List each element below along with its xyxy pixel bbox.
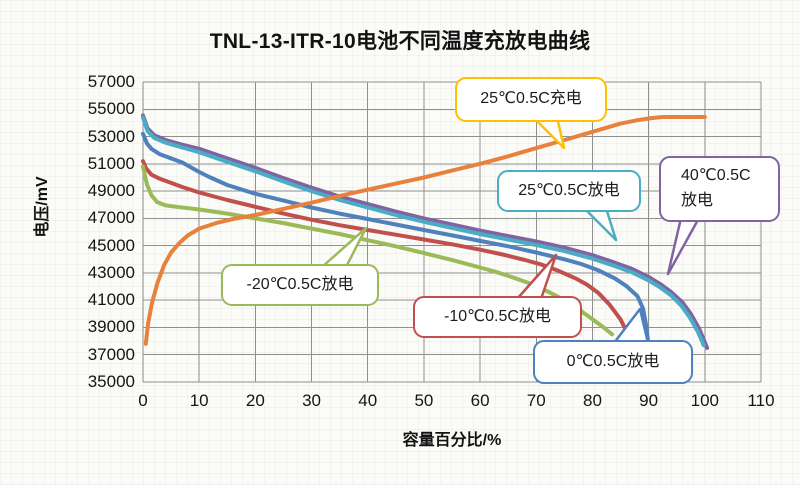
callout-charge-25c: 25℃0.5C充电 xyxy=(455,77,607,122)
x-tick-label: 80 xyxy=(582,391,602,410)
y-tick-label: 51000 xyxy=(87,153,135,173)
series-curve-discharge-neg10c xyxy=(141,159,633,346)
callout-discharge-25c: 25℃0.5C放电 xyxy=(497,170,641,212)
callout-discharge-40c: 40℃0.5C 放电 xyxy=(659,156,780,222)
x-tick-label: 40 xyxy=(358,391,378,410)
x-tick-label: 110 xyxy=(747,391,775,410)
callout-discharge-neg10c: -10℃0.5C放电 xyxy=(413,296,582,338)
series-curve-discharge-40c xyxy=(141,113,710,350)
x-tick-label: 30 xyxy=(302,391,321,410)
callout-discharge-0c: 0℃0.5C放电 xyxy=(533,340,693,384)
y-tick-label: 37000 xyxy=(87,344,135,364)
x-tick-label: 50 xyxy=(414,391,434,410)
callout-label: 25℃0.5C充电 xyxy=(480,90,582,108)
x-tick-label: 100 xyxy=(690,391,719,410)
callout-label: -10℃0.5C放电 xyxy=(444,307,551,325)
y-tick-label: 53000 xyxy=(87,126,135,146)
callout-label: -20℃0.5C放电 xyxy=(246,275,354,293)
y-tick-label: 49000 xyxy=(87,181,135,201)
x-tick-label: 70 xyxy=(526,391,546,410)
callout-label: 40℃0.5C 放电 xyxy=(681,167,751,209)
callout-discharge-neg20c: -20℃0.5C放电 xyxy=(221,264,379,306)
callout-label: 25℃0.5C放电 xyxy=(518,181,620,199)
series-curve-charge-25c xyxy=(143,115,707,346)
x-tick-label: 10 xyxy=(189,391,209,410)
x-tick-label: 0 xyxy=(138,391,148,410)
x-tick-label: 20 xyxy=(245,391,265,410)
series-curve-discharge-0c xyxy=(141,131,651,348)
y-tick-label: 47000 xyxy=(87,208,135,228)
y-tick-label: 41000 xyxy=(87,290,135,310)
x-tick-label: 60 xyxy=(470,391,490,410)
x-axis-title: 容量百分比/% xyxy=(402,432,502,449)
callout-tail-discharge-25c xyxy=(582,206,618,242)
callout-label: 0℃0.5C放电 xyxy=(566,352,660,370)
y-tick-label: 57000 xyxy=(87,72,135,91)
y-tick-label: 39000 xyxy=(87,317,135,337)
y-tick-label: 43000 xyxy=(87,262,135,282)
chart-title: TNL-13-ITR-10电池不同温度充放电曲线 xyxy=(209,30,591,53)
series-curves xyxy=(141,113,710,350)
y-tick-label: 55000 xyxy=(87,99,135,119)
y-tick-label: 35000 xyxy=(87,372,135,391)
series-curve-discharge-25c xyxy=(141,115,706,348)
x-tick-label: 90 xyxy=(639,391,659,410)
y-axis-title: 电压/mV xyxy=(34,176,51,238)
y-tick-label: 45000 xyxy=(87,235,135,255)
